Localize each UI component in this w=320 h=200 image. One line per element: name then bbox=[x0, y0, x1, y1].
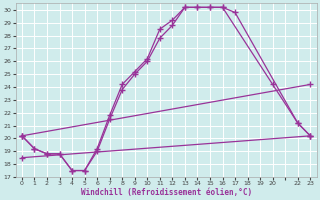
X-axis label: Windchill (Refroidissement éolien,°C): Windchill (Refroidissement éolien,°C) bbox=[81, 188, 252, 197]
